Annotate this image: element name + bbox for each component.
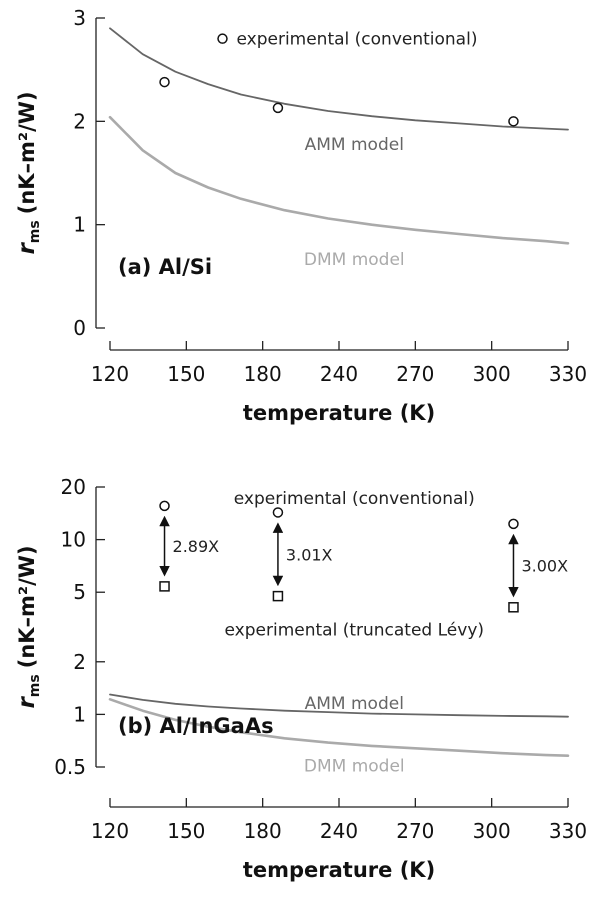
p0-y-label-symbol: r [14, 242, 40, 255]
p0-y-axis-label: rms (nK–m²/W) [14, 91, 43, 254]
p0-y-label-units: (nK–m²/W) [15, 91, 39, 214]
p1-experimental-conventional-point [272, 507, 284, 518]
p0-y-tick-label: 3 [73, 6, 86, 30]
p0-x-tick-label: 270 [396, 362, 434, 386]
p0-x-tick-label: 150 [167, 362, 205, 386]
p1-annotation: AMM model [305, 694, 404, 714]
p1-amm-model-line [109, 693, 569, 718]
p1-y-axis-label: rms (nK–m²/W) [14, 545, 43, 708]
p1-experimental-conventional-point [508, 518, 519, 530]
panel-b-al-ingaas: 0.5 1 2 5 10 20 120 150 180 240 270 300 330 temperatu… [14, 475, 587, 882]
p1-ratio-label: 3.00X [521, 557, 568, 576]
p0-x-tick-label: 120 [91, 362, 129, 386]
p1-experimental-conventional-point [159, 500, 170, 512]
p0-dmm-model-line [108, 115, 570, 245]
p1-x-tick-label: 120 [91, 819, 129, 843]
p1-experimental-truncated-l-vy-point [272, 590, 284, 602]
p0-x-tick-label: 330 [549, 362, 587, 386]
p0-y-tick-label: 2 [73, 109, 86, 133]
p1-x-tick-label: 270 [396, 819, 434, 843]
p1-x-tick-label: 300 [473, 819, 511, 843]
p1-y-tick-label: 0.5 [54, 755, 86, 779]
p1-annotation: experimental (conventional) [234, 489, 475, 509]
p0-annotation: experimental (conventional) [236, 30, 477, 50]
p0-x-axis-label: temperature (K) [243, 401, 435, 425]
p0-experimental-conventional-point [508, 116, 519, 127]
p0-x-tick-label: 180 [244, 362, 282, 386]
p0-y-tick-label: 0 [73, 316, 86, 340]
p1-annotation: experimental (truncated Lévy) [225, 621, 485, 641]
p1-experimental-truncated-l-vy-point [159, 581, 170, 592]
p0-y-label-subscript: ms [27, 220, 43, 243]
p0-legend-marker [217, 33, 228, 44]
p1-x-tick-label: 150 [167, 819, 205, 843]
p1-y-tick-label: 10 [61, 528, 86, 552]
p1-experimental-truncated-l-vy-point [508, 602, 519, 613]
p1-x-tick-label: 330 [549, 819, 587, 843]
p1-y-label-symbol: r [14, 696, 40, 709]
p1-dmm-model-line [108, 697, 570, 758]
p0-amm-model-line [109, 27, 569, 131]
p0-experimental-conventional-point [159, 76, 170, 88]
p1-x-tick-label: 180 [244, 819, 282, 843]
p1-annotation: DMM model [304, 756, 405, 776]
p1-y-tick-label: 20 [61, 475, 86, 499]
p1-x-axis-label: temperature (K) [243, 858, 435, 882]
p1-ratio-label: 3.01X [286, 545, 333, 564]
p0-x-tick-label: 240 [320, 362, 358, 386]
p1-y-tick-label: 5 [73, 580, 86, 604]
p0-annotation: AMM model [305, 135, 404, 155]
p1-y-tick-label: 1 [73, 702, 86, 726]
p1-y-label-units: (nK–m²/W) [15, 545, 39, 668]
p1-y-tick-label: 2 [73, 650, 86, 674]
p0-x-tick-label: 300 [473, 362, 511, 386]
p1-y-label-subscript: ms [27, 674, 43, 697]
p1-ratio-label: 2.89X [173, 537, 220, 556]
p0-annotation: DMM model [304, 250, 405, 270]
panel-a-al-si: 0 1 2 3 120 150 180 240 270 300 330 temperature (K)… [14, 6, 587, 425]
p1-panel-label: (b) Al/InGaAs [118, 714, 274, 738]
p1-x-tick-label: 240 [320, 819, 358, 843]
p0-experimental-conventional-point [272, 102, 284, 114]
p0-y-tick-label: 1 [73, 213, 86, 237]
p0-panel-label: (a) Al/Si [118, 255, 212, 279]
